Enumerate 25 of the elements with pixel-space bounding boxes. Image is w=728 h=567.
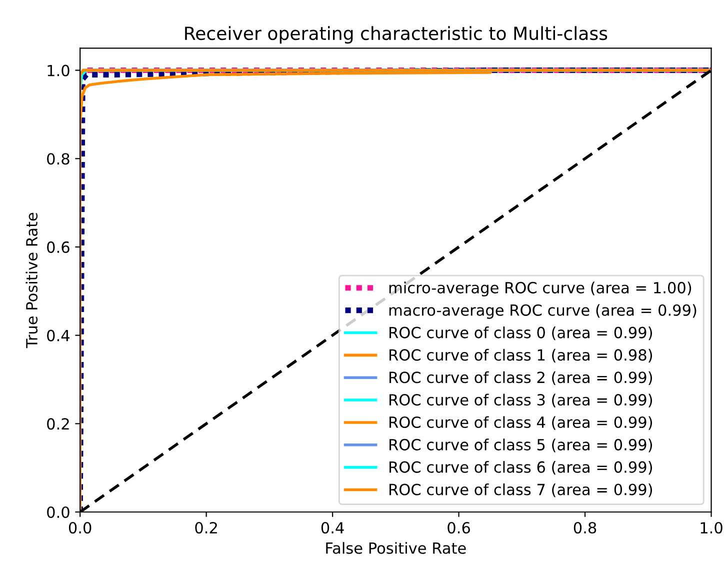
legend-label: ROC curve of class 6 (area = 0.99) (390, 461, 652, 475)
x-tick-label: 0.0 (68, 522, 92, 534)
y-tick-label: 1.0 (48, 64, 70, 76)
x-tick-label: 0.6 (448, 522, 470, 534)
legend-label: ROC curve of class 1 (area = 0.98) (390, 348, 652, 363)
legend-label: micro-average ROC curve (area = 1.00) (389, 282, 692, 296)
y-tick-label: 0.2 (47, 418, 69, 430)
legend-label: ROC curve of class 3 (area = 0.99) (390, 394, 652, 408)
y-tick-label: 0.8 (47, 153, 70, 165)
y-tick-label: 0.6 (47, 241, 70, 253)
chart-title: Receiver operating characteristic to Multi-class (185, 26, 608, 44)
y-tick-label: 0.0 (47, 506, 70, 518)
legend-label: ROC curve of class 4 (area = 0.99) (390, 416, 652, 430)
x-tick-label: 1.0 (700, 522, 722, 534)
legend-label: ROC curve of class 7 (area = 0.99) (390, 483, 652, 498)
y-tick-label: 0.4 (47, 330, 70, 342)
legend-label: ROC curve of class 0 (area = 0.99) (390, 326, 652, 340)
legend-label: ROC curve of class 5 (area = 0.99) (390, 438, 652, 452)
x-tick-label: 0.8 (574, 522, 596, 534)
legend-label: macro-average ROC curve (area = 0.99) (389, 304, 696, 319)
x-tick-label: 0.4 (321, 522, 344, 534)
legend-label: ROC curve of class 2 (area = 0.99) (390, 371, 652, 385)
y-axis-title: True Positive Rate (26, 212, 38, 348)
x-axis-title: False Positive Rate (326, 542, 466, 554)
x-tick-label: 0.2 (195, 522, 217, 534)
